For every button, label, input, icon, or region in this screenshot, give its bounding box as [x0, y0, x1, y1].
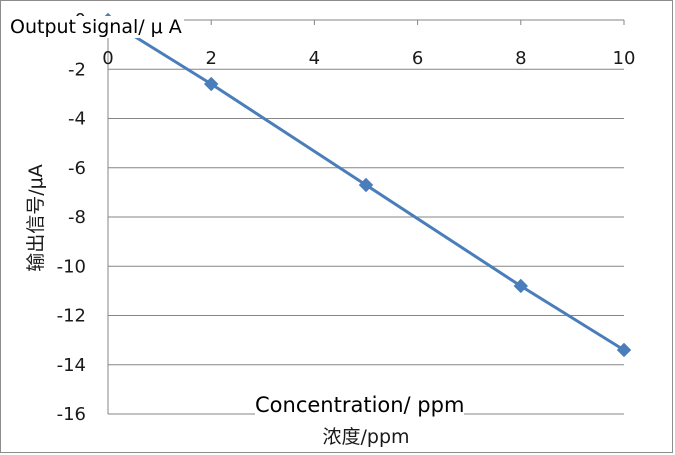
x-tick-label: 4: [309, 48, 320, 69]
y-axis-title-english: Output signal/ μ A: [8, 16, 184, 38]
x-tick-label: 6: [412, 48, 423, 69]
gridlines: [107, 19, 624, 415]
x-tick-label: 8: [515, 48, 526, 69]
y-axis-ticks: 0-2-4-6-8-10-12-14-16: [57, 10, 86, 425]
y-axis-title: 输出信号/μA: [25, 164, 47, 272]
x-axis-title: 浓度/ppm: [322, 426, 409, 448]
x-tick-label: 10: [613, 48, 636, 69]
x-axis-title-english: Concentration/ ppm: [255, 392, 465, 418]
y-tick-label: -14: [57, 355, 86, 376]
data-point-marker: [513, 278, 529, 294]
data-point-marker: [203, 76, 219, 92]
y-tick-label: -4: [68, 109, 86, 130]
y-tick-label: -10: [57, 256, 86, 277]
x-tick-label: 2: [205, 48, 216, 69]
y-tick-label: -12: [57, 306, 86, 327]
x-tick-label: 0: [102, 48, 113, 69]
y-tick-label: -2: [68, 59, 86, 80]
y-tick-label: -8: [68, 207, 86, 228]
data-point-marker: [616, 342, 632, 358]
y-tick-label: -16: [57, 404, 86, 425]
data-point-marker: [358, 177, 374, 193]
series-layer: [100, 12, 632, 358]
y-tick-label: -6: [68, 158, 86, 179]
x-axis-ticks: 0 2 4 6 8 10: [102, 20, 635, 69]
